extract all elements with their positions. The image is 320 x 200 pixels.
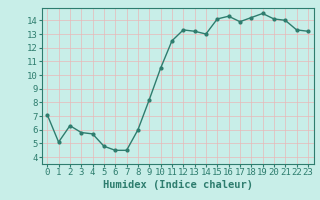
X-axis label: Humidex (Indice chaleur): Humidex (Indice chaleur): [103, 180, 252, 190]
